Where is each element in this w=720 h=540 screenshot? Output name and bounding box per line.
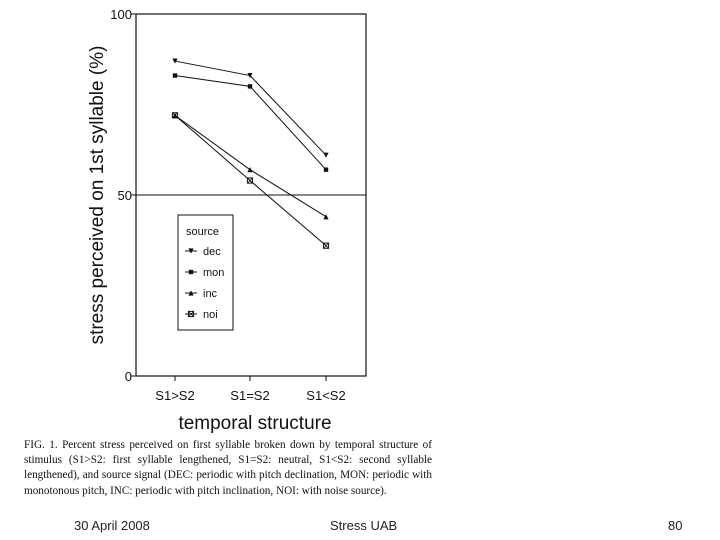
legend-label-inc: inc	[203, 288, 218, 300]
point-noi	[322, 242, 330, 249]
legend-marker-mon	[188, 269, 194, 275]
series-line-inc	[174, 114, 327, 218]
point-dec	[323, 152, 329, 158]
x-tick-label: S1<S2	[306, 388, 345, 403]
legend-marker-noi-box	[187, 310, 195, 318]
point-inc	[247, 167, 253, 173]
footer-title: Stress UAB	[330, 518, 398, 533]
x-axis-title: temporal structure	[178, 413, 331, 434]
point-noi-box	[171, 112, 179, 119]
y-tick-label: 0	[125, 369, 132, 384]
x-tick-label: S1>S2	[155, 388, 194, 403]
point-noi-box	[246, 177, 254, 184]
point-mon	[247, 84, 253, 89]
footer-date: 30 April 2008	[74, 518, 150, 533]
legend-marker-dec	[188, 248, 194, 254]
y-tick-label: 100	[110, 7, 132, 22]
series-inc	[172, 112, 329, 220]
legend-label-dec: dec	[203, 246, 221, 258]
legend-title: source	[186, 226, 219, 238]
point-mon	[323, 167, 329, 172]
series-dec	[172, 58, 329, 158]
point-noi	[171, 112, 179, 119]
line-chart: source dec mon inc noi 100 50 0 S1>S2 S1=S2 S1<S2…	[87, 7, 367, 434]
series-noi	[171, 112, 330, 249]
point-noi-cross-b	[172, 112, 178, 119]
legend-label-noi: noi	[203, 309, 218, 321]
legend-marker-noi	[187, 310, 195, 318]
point-dec	[172, 58, 178, 64]
x-tick-label: S1=S2	[230, 388, 269, 403]
point-noi-box	[322, 242, 330, 249]
slide-number: 80	[668, 518, 683, 533]
point-mon	[172, 73, 178, 78]
y-tick-label: 50	[118, 188, 132, 203]
legend: source dec mon inc noi	[177, 214, 234, 331]
point-noi-cross-b	[323, 242, 329, 249]
legend-label-mon: mon	[203, 267, 224, 279]
series-line-mon	[174, 75, 327, 170]
series-mon	[172, 73, 329, 172]
point-noi	[246, 177, 254, 184]
figure-caption: FIG. 1. Percent stress perceived on firs…	[24, 439, 432, 497]
point-inc	[323, 214, 329, 220]
point-dec	[247, 72, 253, 79]
legend-marker-noi-cross-b	[188, 311, 194, 317]
y-axis-title: stress perceived on 1st syllable (%)	[87, 46, 108, 345]
legend-marker-inc	[188, 290, 194, 296]
point-noi-cross-b	[247, 177, 253, 184]
